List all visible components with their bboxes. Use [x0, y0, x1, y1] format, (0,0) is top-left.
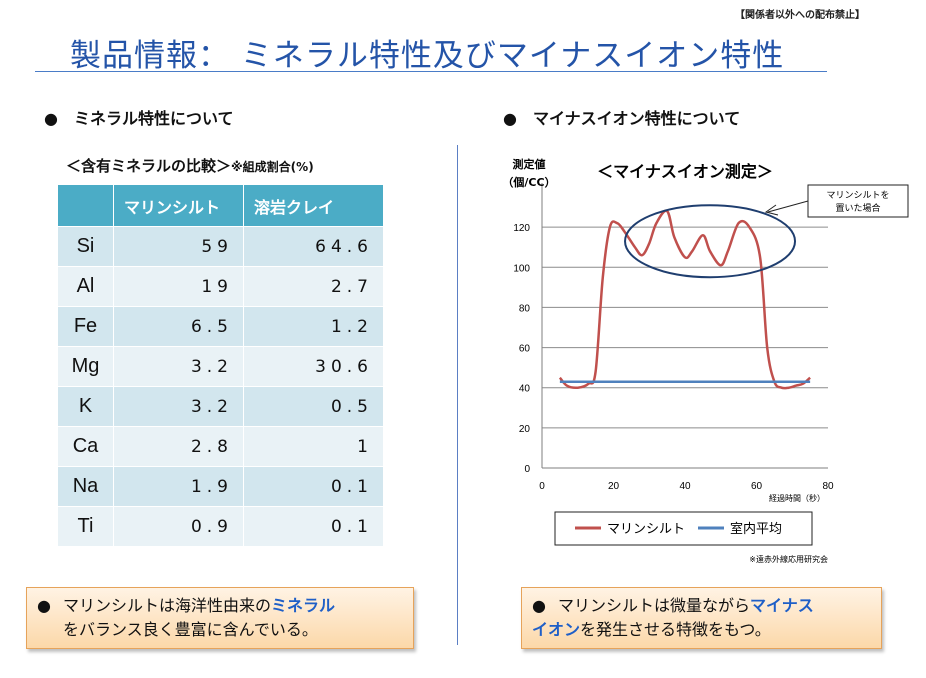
table-row: Na 1.9 0.1 [57, 466, 384, 507]
element-cell: Si [57, 226, 114, 267]
callout-text: を発生させる特徴をもつ。 [580, 620, 771, 639]
negative-ion-section-heading: ● マイナスイオン特性について [503, 105, 740, 129]
marine-silt-value: 3.2 [113, 386, 244, 427]
lava-clay-value: 0.1 [243, 466, 384, 507]
x-axis-label: 経過時間（秒） [769, 493, 825, 503]
y-tick-label: 20 [519, 424, 531, 435]
negative-ion-callout: ● マリンシルトは微量ながらマイナス イオンを発生させる特徴をもつ。 [521, 587, 882, 649]
table-header-cell: 溶岩クレイ [243, 184, 384, 227]
lava-clay-value: 1.2 [243, 306, 384, 347]
table-row: Mg 3.2 30.6 [57, 346, 384, 387]
table-row: Si 59 64.6 [57, 226, 384, 267]
annotation-arrowhead [764, 204, 779, 216]
y-tick-label: 100 [513, 263, 530, 274]
table-header-cell: マリンシルト [113, 184, 244, 227]
marine-silt-value: 6.5 [113, 306, 244, 347]
table-header-row: マリンシルト 溶岩クレイ [57, 184, 384, 227]
chart-title: ＜マイナスイオン測定＞ [597, 162, 773, 181]
lava-clay-value: 0.1 [243, 506, 384, 547]
bullet-icon: ● [44, 109, 58, 128]
page-title: 製品情報： ミネラル特性及びマイナスイオン特性 [70, 38, 785, 74]
table-row: Al 19 2.7 [57, 266, 384, 307]
element-cell: Al [57, 266, 114, 307]
bullet-icon: ● [532, 596, 546, 615]
y-axis-label: （個/CC） [502, 175, 555, 189]
mineral-heading-text: ミネラル特性について [74, 109, 234, 128]
lava-clay-value: 1 [243, 426, 384, 467]
callout-highlight: ミネラル [271, 596, 336, 615]
table-header-cell [57, 184, 114, 227]
marine-silt-value: 19 [113, 266, 244, 307]
element-cell: Mg [57, 346, 114, 387]
source-note: ※遠赤外線応用研究会 [749, 554, 828, 564]
mineral-comparison-table: マリンシルト 溶岩クレイ Si 59 64.6 Al 19 2.7 Fe 6.5 1.2 Mg 3.… [57, 184, 384, 547]
annotation-text: マリンシルトを [826, 190, 889, 201]
element-cell: Ca [57, 426, 114, 467]
element-cell: K [57, 386, 114, 427]
x-tick-label: 40 [679, 481, 691, 492]
y-axis-label: 測定値 [513, 157, 546, 171]
marine-silt-value: 0.9 [113, 506, 244, 547]
element-cell: Ti [57, 506, 114, 547]
callout-text: をバランス良く豊富に含んでいる。 [63, 620, 318, 639]
x-tick-label: 0 [539, 481, 545, 492]
table-row: Ca 2.8 1 [57, 426, 384, 467]
highlight-ellipse [624, 204, 797, 279]
marine-silt-value: 1.9 [113, 466, 244, 507]
mineral-table-note: ※組成割合(%) [231, 160, 314, 174]
mineral-table-caption: ＜含有ミネラルの比較＞※組成割合(%) [66, 155, 314, 176]
x-tick-label: 80 [822, 481, 834, 492]
lava-clay-value: 64.6 [243, 226, 384, 267]
title-underline [35, 71, 827, 72]
lava-clay-value: 0.5 [243, 386, 384, 427]
lava-clay-value: 30.6 [243, 346, 384, 387]
legend-label: マリンシルト [607, 522, 685, 537]
table-row: Fe 6.5 1.2 [57, 306, 384, 347]
callout-highlight: マイナス [750, 596, 814, 615]
callout-text: マリンシルトは海洋性由来の [63, 596, 272, 615]
element-cell: Na [57, 466, 114, 507]
distribution-notice: 【関係者以外への配布禁止】 [735, 10, 865, 21]
marine-silt-series-line [558, 209, 811, 390]
marine-silt-value: 59 [113, 226, 244, 267]
callout-highlight: イオン [532, 620, 581, 639]
y-tick-label: 40 [519, 384, 531, 395]
bullet-icon: ● [503, 109, 517, 128]
legend-label: 室内平均 [730, 521, 782, 537]
table-row: Ti 0.9 0.1 [57, 506, 384, 547]
y-tick-label: 0 [524, 464, 530, 475]
negative-ion-chart-svg: 0 20 40 60 80 100 120 0 20 40 60 80 測定値 （個/CC） 経過時間（秒）… [502, 157, 909, 564]
element-cell: Fe [57, 306, 114, 347]
annotation-arrow [767, 200, 809, 213]
y-tick-label: 120 [513, 223, 530, 234]
negative-ion-heading-text: マイナスイオン特性について [533, 109, 741, 128]
bullet-icon: ● [37, 596, 51, 615]
y-tick-label: 80 [519, 303, 531, 314]
y-tick-label: 60 [519, 344, 531, 355]
marine-silt-value: 2.8 [113, 426, 244, 467]
section-divider [457, 145, 458, 645]
x-tick-label: 20 [608, 481, 620, 492]
negative-ion-chart: 0 20 40 60 80 100 120 0 20 40 60 80 測定値 （個/CC） 経過時間（秒）… [495, 150, 909, 580]
callout-text: マリンシルトは微量ながら [558, 596, 751, 615]
marine-silt-value: 3.2 [113, 346, 244, 387]
annotation-text: 置いた場合 [835, 202, 880, 214]
lava-clay-value: 2.7 [243, 266, 384, 307]
table-row: K 3.2 0.5 [57, 386, 384, 427]
x-tick-label: 60 [751, 481, 763, 492]
legend-box [554, 511, 813, 546]
mineral-section-heading: ● ミネラル特性について [44, 105, 234, 129]
mineral-table-title: ＜含有ミネラルの比較＞ [66, 157, 232, 175]
mineral-callout: ● マリンシルトは海洋性由来のミネラル をバランス良く豊富に含んでいる。 [26, 587, 414, 649]
